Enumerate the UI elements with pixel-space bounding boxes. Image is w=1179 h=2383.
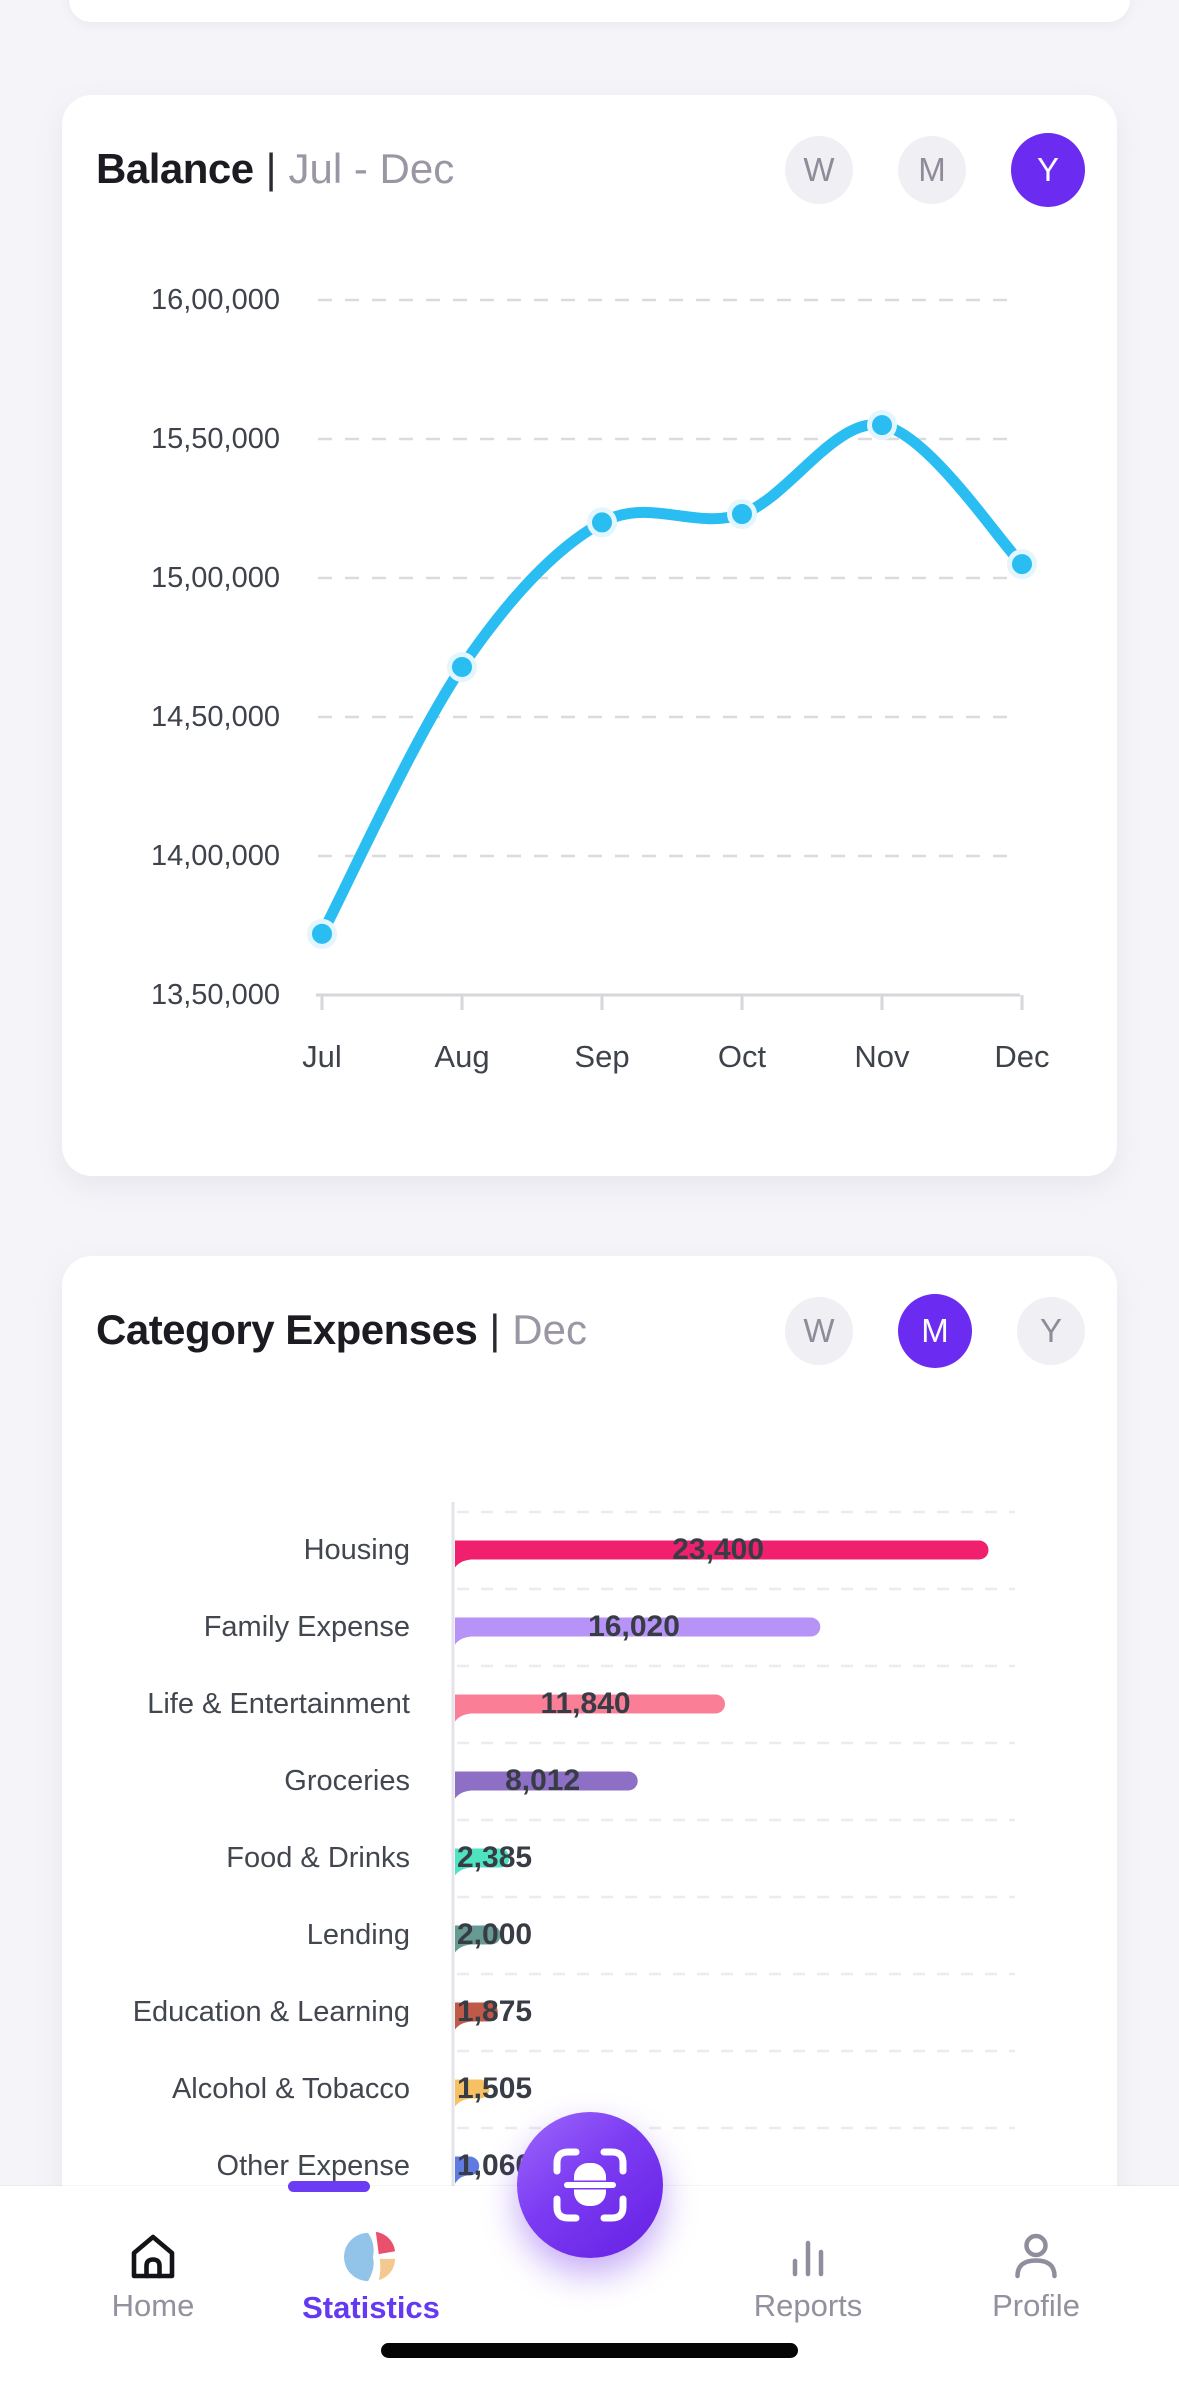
line-data-point: [447, 651, 477, 682]
balance-title: Balance: [96, 145, 254, 192]
bar-value-label: 8,012: [505, 1764, 581, 1797]
balance-card: Balance | Jul - Dec W M Y 16,00,000 15,50…: [62, 95, 1117, 1176]
category-label: Food & Drinks: [226, 1842, 410, 1874]
x-axis-month-label: Sep: [574, 1039, 630, 1074]
x-axis-month-label: Aug: [434, 1039, 490, 1074]
category-bar: [455, 2079, 490, 2107]
line-data-point: [1007, 549, 1037, 580]
x-axis-month-label: Oct: [717, 1039, 767, 1074]
category-period-month-button[interactable]: M: [898, 1294, 972, 1368]
category-bar: [455, 1540, 989, 1568]
category-label: Groceries: [284, 1765, 410, 1797]
category-bar: [455, 1925, 501, 1953]
bar-value-label: 2,385: [457, 1841, 533, 1874]
nav-label-statistics: Statistics: [302, 2290, 440, 2325]
nav-label-home: Home: [111, 2288, 195, 2323]
nav-item-statistics[interactable]: Statistics: [261, 2186, 481, 2383]
line-data-point: [727, 499, 757, 530]
balance-card-header: Balance | Jul - Dec: [96, 141, 454, 197]
y-axis-tick-label: 13,50,000: [150, 979, 280, 1011]
nav-item-reports[interactable]: Reports: [698, 2186, 918, 2383]
category-bar: [455, 1694, 725, 1722]
scan-receipt-fab-button[interactable]: [517, 2112, 663, 2258]
category-card-header: Category Expenses | Dec: [96, 1302, 587, 1358]
bar-chart-icon: [792, 2240, 824, 2277]
home-icon: [131, 2234, 175, 2279]
bar-value-label: 2,000: [457, 1918, 533, 1951]
category-bar: [455, 2002, 498, 2030]
balance-period-label: Jul - Dec: [288, 145, 455, 192]
y-axis-tick-label: 15,00,000: [150, 562, 280, 594]
balance-period-toggle: W M Y: [785, 130, 1085, 210]
nav-label-profile: Profile: [992, 2288, 1080, 2323]
category-bar-chart: [451, 1502, 1015, 2190]
category-label: Education & Learning: [132, 1996, 410, 2028]
category-label: Family Expense: [203, 1611, 410, 1643]
previous-card-edge: [69, 0, 1130, 22]
y-axis-tick-label: 16,00,000: [150, 284, 280, 316]
category-period-label: Dec: [512, 1306, 587, 1353]
category-bar: [455, 1617, 821, 1645]
balance-period-week-button[interactable]: W: [785, 136, 853, 204]
bar-value-label: 1,505: [457, 2072, 533, 2105]
category-bar: [455, 2156, 480, 2184]
x-axis-month-label: Dec: [994, 1039, 1050, 1074]
bar-value-label: 23,400: [672, 1533, 765, 1566]
title-separator: |: [265, 145, 277, 192]
balance-period-month-button[interactable]: M: [898, 136, 966, 204]
chart-scroll-indicator: [288, 2181, 370, 2192]
category-period-week-button[interactable]: W: [785, 1297, 853, 1365]
bar-value-label: 1,875: [457, 1995, 533, 2028]
y-axis-tick-label: 15,50,000: [150, 423, 280, 455]
pie-chart-icon: [344, 2231, 396, 2282]
category-label: Other Expense: [216, 2150, 410, 2182]
category-bar: [455, 1848, 510, 1876]
scan-receipt-icon: [553, 2148, 627, 2222]
category-label: Alcohol & Tobacco: [171, 2073, 410, 2105]
category-period-toggle: W M Y: [785, 1291, 1085, 1371]
category-label: Life & Entertainment: [147, 1688, 410, 1720]
category-bar: [455, 1771, 638, 1799]
y-axis-tick-label: 14,00,000: [150, 840, 280, 872]
home-indicator[interactable]: [381, 2343, 798, 2358]
x-axis-month-label: Nov: [854, 1039, 910, 1074]
nav-item-home[interactable]: Home: [43, 2186, 263, 2383]
category-title: Category Expenses: [96, 1306, 478, 1353]
title-separator: |: [489, 1306, 501, 1353]
balance-period-year-button[interactable]: Y: [1011, 133, 1085, 207]
category-label: Housing: [303, 1534, 410, 1566]
category-period-year-button[interactable]: Y: [1017, 1297, 1085, 1365]
y-axis-tick-label: 14,50,000: [150, 701, 280, 733]
line-data-point: [867, 410, 897, 441]
profile-icon: [1015, 2233, 1057, 2279]
line-data-point: [587, 507, 617, 538]
line-data-point: [307, 918, 337, 949]
category-label: Lending: [306, 1919, 410, 1951]
bar-value-label: 11,840: [540, 1687, 631, 1720]
balance-line-chart: [307, 298, 1037, 1010]
nav-label-reports: Reports: [753, 2288, 863, 2323]
nav-item-profile[interactable]: Profile: [926, 2186, 1146, 2383]
bar-value-label: 16,020: [588, 1610, 680, 1643]
x-axis-month-label: Jul: [302, 1039, 342, 1074]
